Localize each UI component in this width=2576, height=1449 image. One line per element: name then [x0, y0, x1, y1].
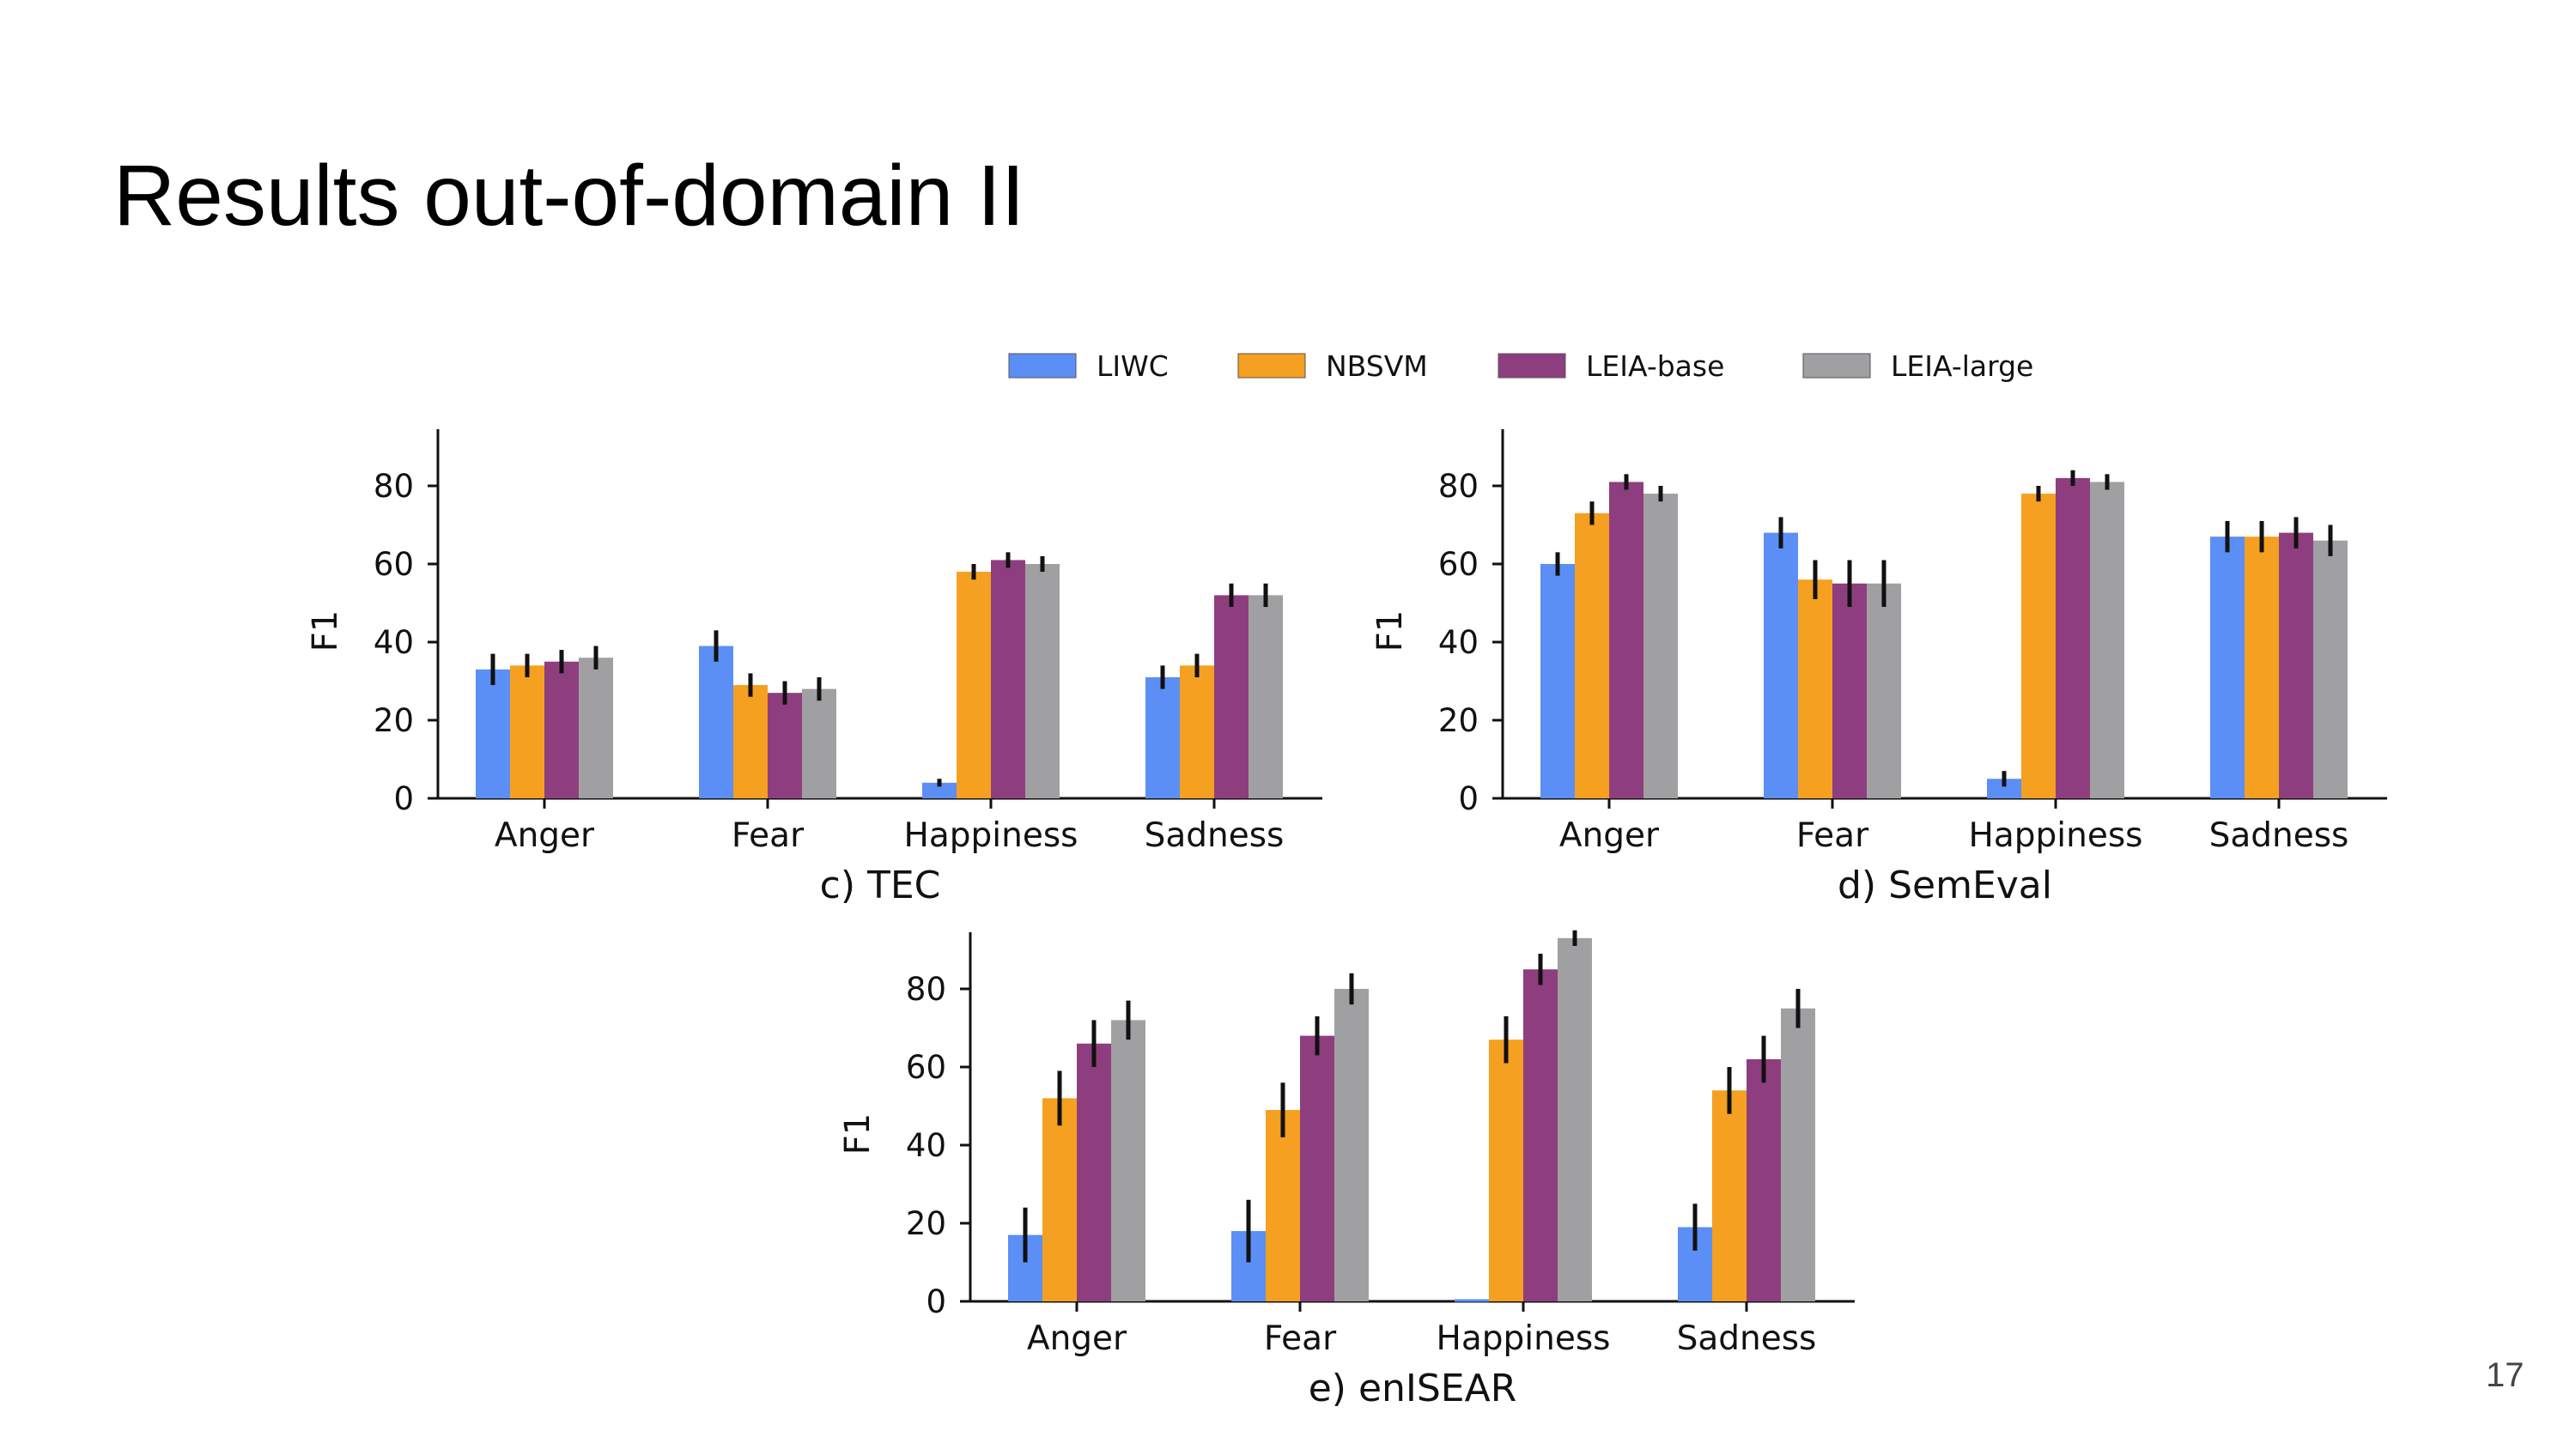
bar-fear-leia-large: [1334, 989, 1369, 1301]
x-tick-label-anger: Anger: [495, 816, 595, 855]
legend-swatch-liwc: [1008, 353, 1077, 379]
bar-sadness-liwc: [2210, 537, 2245, 798]
y-tick-label: 20: [1438, 702, 1479, 739]
bar-fear-leia-base: [1832, 583, 1867, 798]
bar-fear-liwc: [699, 646, 733, 798]
bar-sadness-leia-base: [1747, 1058, 1781, 1301]
panel-caption: e) enISEAR: [1309, 1367, 1517, 1410]
bar-happiness-liwc: [1987, 779, 2021, 798]
x-tick-label-sadness: Sadness: [1677, 1319, 1817, 1358]
bar-happiness-liwc: [922, 782, 957, 798]
page-number: 17: [2486, 1356, 2524, 1394]
x-tick-label-sadness: Sadness: [1145, 816, 1285, 855]
slide-title: Results out-of-domain II: [113, 148, 1025, 244]
bar-sadness-leia-large: [1781, 1008, 1815, 1301]
bar-anger-leia-base: [1077, 1043, 1111, 1301]
y-tick-label: 80: [906, 971, 946, 1008]
x-tick-label-fear: Fear: [1264, 1319, 1337, 1358]
bar-fear-leia-base: [1300, 1035, 1334, 1301]
y-tick-label: 60: [906, 1049, 946, 1086]
bar-fear-leia-large: [1867, 583, 1901, 798]
bar-sadness-nbsvm: [2245, 537, 2279, 798]
legend-label-liwc: LIWC: [1097, 349, 1169, 383]
y-tick-label: 40: [906, 1127, 946, 1164]
y-axis-label: F1: [306, 610, 345, 652]
panel-caption: d) SemEval: [1838, 864, 2052, 907]
legend: LIWC NBSVM LEIA-base LEIA-large: [1008, 349, 2033, 383]
y-tick-label: 80: [1438, 468, 1479, 505]
bar-happiness-leia-base: [2056, 477, 2090, 798]
x-tick-label-happiness: Happiness: [1969, 816, 2143, 855]
legend-swatch-leia-base: [1498, 353, 1566, 379]
bar-sadness-leia-base: [2279, 532, 2313, 798]
x-tick-label-happiness: Happiness: [904, 816, 1078, 855]
bar-happiness-leia-large: [1558, 937, 1592, 1301]
chart-panel-enisear: 0 20 40 60 80 F1 Anger Fear Happiness Sadness e) e…: [838, 930, 1855, 1410]
bar-anger-liwc: [1540, 564, 1575, 798]
bar-anger-leia-large: [1111, 1020, 1145, 1301]
bar-sadness-leia-base: [1214, 595, 1249, 798]
y-tick-label: 0: [1458, 780, 1479, 817]
bar-anger-leia-large: [579, 658, 613, 798]
bar-sadness-nbsvm: [1180, 665, 1214, 798]
legend-label-leia-base: LEIA-base: [1586, 349, 1724, 383]
bar-happiness-leia-large: [1025, 564, 1060, 798]
bar-fear-liwc: [1764, 532, 1798, 798]
bar-happiness-nbsvm: [957, 572, 991, 798]
bar-anger-nbsvm: [1575, 512, 1609, 798]
bar-fear-nbsvm: [1798, 579, 1832, 798]
y-axis-label: F1: [838, 1113, 878, 1155]
bar-happiness-leia-large: [2090, 482, 2124, 798]
chart-panel-semeval: 0 20 40 60 80 F1 Anger Fear Happiness Sadness d) S…: [1370, 429, 2387, 907]
y-tick-label: 0: [926, 1283, 946, 1320]
x-tick-label-fear: Fear: [1796, 816, 1869, 855]
y-tick-label: 20: [906, 1205, 946, 1242]
bar-fear-nbsvm: [1266, 1110, 1300, 1301]
x-tick-label-anger: Anger: [1559, 816, 1660, 855]
legend-swatch-leia-large: [1802, 353, 1871, 379]
legend-label-nbsvm: NBSVM: [1326, 349, 1428, 383]
bar-fear-leia-base: [768, 693, 802, 798]
bar-sadness-leia-large: [2313, 540, 2348, 798]
bar-anger-nbsvm: [1042, 1098, 1077, 1301]
bar-fear-nbsvm: [733, 685, 768, 798]
y-tick-label: 80: [374, 468, 414, 505]
bar-anger-nbsvm: [510, 665, 544, 798]
bar-anger-leia-base: [544, 661, 579, 798]
bar-sadness-leia-large: [1249, 595, 1283, 798]
x-tick-label-sadness: Sadness: [2209, 816, 2349, 855]
chart-panel-tec: 0 20 40 60 80 F1 Anger Fear Happiness Sadness c) T…: [306, 429, 1322, 907]
y-tick-label: 0: [393, 780, 414, 817]
bar-happiness-leia-base: [1523, 969, 1558, 1301]
bar-sadness-nbsvm: [1712, 1090, 1747, 1301]
bar-anger-leia-large: [1643, 494, 1678, 798]
y-tick-label: 40: [1438, 624, 1479, 661]
y-tick-label: 20: [374, 702, 414, 739]
bar-happiness-nbsvm: [2021, 494, 2056, 798]
bar-anger-leia-base: [1609, 482, 1643, 798]
bar-fear-leia-large: [802, 688, 836, 798]
legend-swatch-nbsvm: [1237, 353, 1306, 379]
bar-happiness-leia-base: [991, 560, 1025, 798]
x-tick-label-anger: Anger: [1027, 1319, 1127, 1358]
panel-caption: c) TEC: [820, 864, 941, 907]
bar-sadness-liwc: [1145, 676, 1180, 798]
legend-label-leia-large: LEIA-large: [1891, 349, 2033, 383]
y-tick-label: 40: [374, 624, 414, 661]
x-tick-label-fear: Fear: [732, 816, 805, 855]
x-tick-label-happiness: Happiness: [1437, 1319, 1611, 1358]
y-tick-label: 60: [374, 546, 414, 583]
bar-anger-liwc: [476, 669, 510, 798]
y-tick-label: 60: [1438, 546, 1479, 583]
y-axis-label: F1: [1370, 610, 1410, 652]
bar-happiness-nbsvm: [1489, 1040, 1523, 1301]
